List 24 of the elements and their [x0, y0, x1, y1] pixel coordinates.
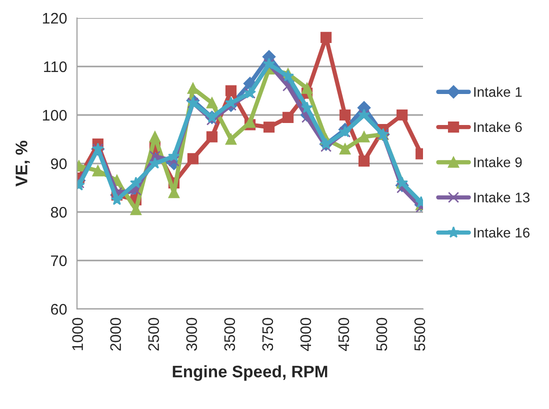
x-tick-label: 4500: [338, 318, 350, 351]
legend-label: Intake 9: [474, 157, 522, 168]
x-axis-title: Engine Speed, RPM: [172, 365, 328, 381]
x-tick-label: 2000: [110, 318, 122, 351]
x-tick-label: 3000: [186, 318, 198, 351]
y-tick-label: 80: [50, 206, 67, 218]
x-tick-label: 3750: [262, 318, 274, 351]
x-tick-label: 2500: [148, 318, 160, 351]
x-tick-label: 4000: [300, 318, 312, 351]
y-tick-label: 100: [42, 110, 67, 121]
legend-label: Intake 1: [474, 86, 522, 97]
x-tick-label: 5000: [376, 318, 388, 351]
y-tick-label: 110: [44, 61, 67, 72]
legend-label: Intake 6: [474, 122, 522, 132]
legend-label: Intake 16: [474, 227, 530, 238]
legend-label: Intake 13: [474, 192, 530, 202]
x-tick-label: 3500: [224, 318, 236, 351]
y-tick-label: 120: [42, 12, 67, 24]
y-tick-label: 60: [51, 304, 67, 315]
x-tick-label: 1000: [72, 318, 83, 350]
y-tick-label: 90: [51, 158, 67, 170]
x-tick-label: 5500: [414, 318, 426, 351]
y-tick-label: 70: [51, 255, 67, 266]
y-axis-title: VE, %: [16, 140, 30, 187]
